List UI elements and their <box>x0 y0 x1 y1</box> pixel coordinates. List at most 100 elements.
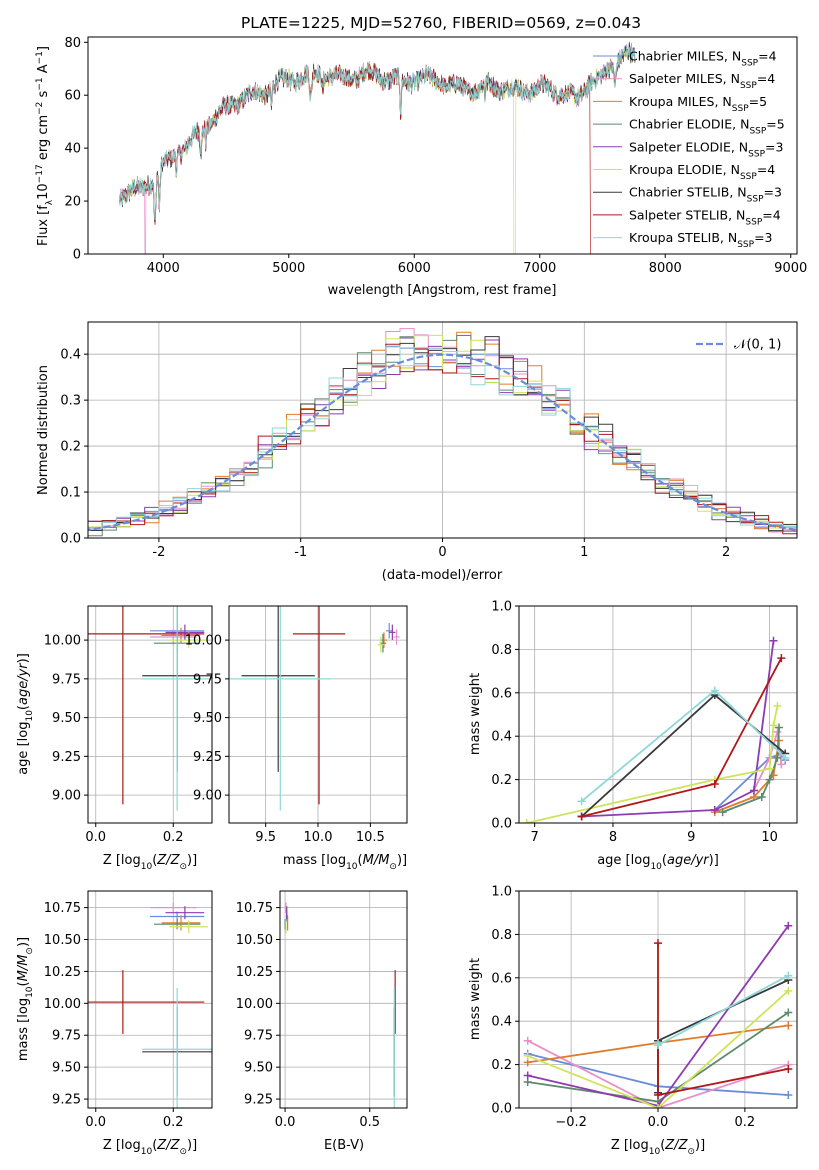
x-tick-label: 7000 <box>523 261 556 276</box>
weight-vs-age-xlabel-part: )] <box>709 853 719 868</box>
mass_vs_ebv-plot-area <box>284 902 396 1108</box>
age-vs-z-ylabel-part: age/yr <box>16 662 31 705</box>
x-tick-label: 9000 <box>774 261 807 276</box>
legend-label-part: Chabrier ELODIE, N <box>629 117 749 132</box>
mass-vs-z-xlabel-part: ⊙ <box>179 1147 187 1157</box>
mass-vs-z-xlabel: Z [log10(Z/Z⊙)] <box>103 1138 197 1157</box>
y-tick-label: 9.75 <box>193 672 222 687</box>
weight-vs-z-xlabel-part: Z/Z <box>664 1138 688 1153</box>
age-vs-z-xlabel-part: ⊙ <box>179 862 187 872</box>
age-vs-z-ylabel-part: age [log <box>16 722 31 775</box>
spectrum-ylabel-part: 10 <box>36 183 51 200</box>
y-tick-label: 9.25 <box>52 750 81 765</box>
spectrum-ylabel-part: λ <box>45 199 55 205</box>
age-vs-z-xlabel-part: )] <box>187 853 197 868</box>
legend-label-part: Kroupa STELIB, N <box>629 230 737 245</box>
weight-marker <box>777 654 786 663</box>
weight-marker <box>784 921 793 930</box>
age-vs-z-ylabel-part: ( <box>16 705 31 710</box>
y-tick-label: 10.00 <box>185 634 222 649</box>
x-tick-label: 0.0 <box>275 1115 296 1130</box>
weight-vs-z-xlabel-part: ⊙ <box>687 1147 695 1157</box>
y-tick-label: 9.25 <box>193 750 222 765</box>
x-tick-label: -2 <box>152 545 165 560</box>
residuals-axes: -2 -1 0 1 2 0.0 0.1 0.2 0.3 0.4 𝒩(0, 1) (data-model… <box>36 321 798 583</box>
legend-label: Salpeter ELODIE, NSSP=3 <box>629 139 783 159</box>
x-tick-label: 0.0 <box>648 1115 669 1130</box>
legend-label: Chabrier STELIB, NSSP=3 <box>629 185 782 205</box>
spectrum-ylabel-part: erg cm <box>36 115 51 164</box>
axes-frame <box>518 605 798 824</box>
x-tick-label: 6000 <box>398 261 431 276</box>
axes-frame <box>279 890 408 1109</box>
weight-line-chabrier-stelib <box>657 979 789 1093</box>
y-tick-label: 0.2 <box>491 1058 512 1073</box>
x-tick-label: 0.2 <box>163 830 184 845</box>
mass-vs-z-ylabel-part: ⊙ <box>25 947 35 955</box>
legend-label-part: SSP <box>749 127 766 137</box>
legend-label-part: Chabrier MILES, N <box>629 49 741 64</box>
spectrum-ylabel-part: A <box>36 64 51 77</box>
legend-label: Chabrier ELODIE, NSSP=5 <box>629 117 785 137</box>
axes-frame <box>87 36 798 255</box>
legend-label-part: =3 <box>765 139 783 154</box>
spectrum-ylabel-part: ] <box>36 46 51 51</box>
age_vs_mass-plot-area <box>230 606 400 811</box>
y-tick-label: 10.00 <box>44 997 81 1012</box>
weight-marker <box>784 1021 793 1030</box>
ebv-xlabel: E(B-V) <box>324 1138 364 1153</box>
spectrum-ylabel-part: −1 <box>35 77 45 90</box>
mass-vs-z-xlabel-part: )] <box>187 1138 197 1153</box>
legend-label-part: SSP <box>747 195 764 205</box>
legend-label: Salpeter MILES, NSSP=4 <box>629 71 775 91</box>
mass_vs_Z-axes: 0.0 0.2 9.25 9.50 9.75 10.00 10.25 10.50 10.75 Z … <box>16 890 213 1157</box>
x-tick-label: 1 <box>580 545 588 560</box>
mass-vs-z-ylabel-part: )] <box>16 937 31 947</box>
plot-layer: 4000 5000 6000 7000 8000 9000020406080Chabrie… <box>16 36 807 1157</box>
y-tick-label: 9.50 <box>244 1061 273 1076</box>
figure-title: PLATE=1225, MJD=52760, FIBERID=0569, z=0… <box>241 14 641 32</box>
x-tick-label: -1 <box>294 545 307 560</box>
y-tick-label: 9.00 <box>193 789 222 804</box>
legend-label: Kroupa ELODIE, NSSP=4 <box>629 162 775 182</box>
legend-label-part: SSP <box>748 149 765 159</box>
weight-marker <box>654 939 662 948</box>
y-tick-label: 10.50 <box>236 933 273 948</box>
y-tick-label: 9.25 <box>244 1093 273 1108</box>
spectrum-axes: 4000 5000 6000 7000 8000 9000 0 20 40 60 80 Chabrie… <box>35 36 807 298</box>
weight-line-kroupa-elodie <box>527 990 789 1108</box>
weight-marker <box>749 786 758 795</box>
weight-vs-age-xlabel-part: ( <box>662 853 667 868</box>
mass-vs-z-ylabel-part: ( <box>16 981 31 986</box>
x-tick-label: 0 <box>438 545 446 560</box>
age-vs-mass-xlabel-part: ( <box>358 853 363 868</box>
y-tick-label: 0.4 <box>60 348 81 363</box>
legend-label-part: Kroupa ELODIE, N <box>629 162 740 177</box>
age-vs-mass-xlabel-part: )] <box>397 853 407 868</box>
legend-label-part: Salpeter ELODIE, N <box>629 139 748 154</box>
x-tick-label: 4000 <box>147 261 180 276</box>
weight-line-salpeter-stelib <box>657 943 789 1097</box>
weight-vs-z-xlabel-part: Z [log <box>611 1138 649 1153</box>
age-vs-z-ylabel: age [log10(age/yr)] <box>16 653 35 775</box>
spectrum-ylabel-part: −17 <box>35 164 45 183</box>
histogram-kroupa-stelib <box>88 345 797 536</box>
legend-label: Kroupa MILES, NSSP=5 <box>629 94 767 114</box>
weight-vs-age-xlabel-part: age [log <box>597 853 650 868</box>
age-vs-mass-xlabel-part: ⊙ <box>389 862 397 872</box>
y-tick-label: 9.75 <box>244 1029 273 1044</box>
weight-marker <box>718 808 727 817</box>
y-tick-label: 10.25 <box>44 965 81 980</box>
x-tick-label: 7 <box>531 830 539 845</box>
x-tick-label: 10.5 <box>356 830 385 845</box>
y-tick-label: 10.50 <box>44 933 81 948</box>
spectrum-ylabel-part: Flux [f <box>36 205 51 246</box>
age-vs-z-xlabel-part: ( <box>152 853 157 868</box>
mass-vs-z-xlabel-part: Z [log <box>103 1138 141 1153</box>
age-vs-z-xlabel-part: Z [log <box>103 853 141 868</box>
x-tick-label: 8 <box>609 830 617 845</box>
legend-label-part: Chabrier STELIB, N <box>629 185 747 200</box>
weight-marker <box>765 764 774 773</box>
y-tick-label: 9.75 <box>52 672 81 687</box>
